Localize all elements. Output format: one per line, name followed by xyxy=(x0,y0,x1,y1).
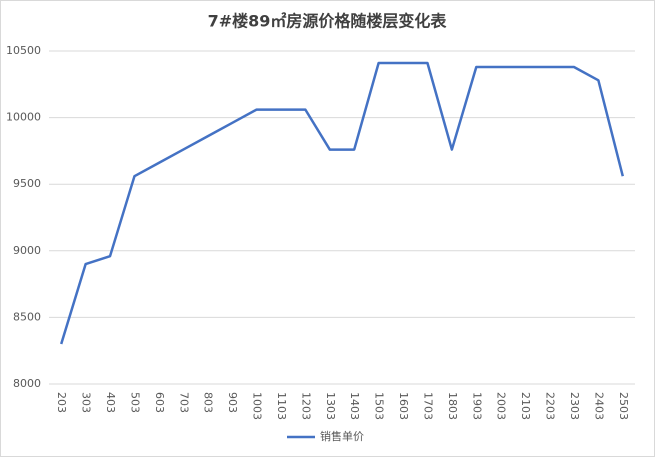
x-tick-label: 2303 xyxy=(568,392,581,420)
y-tick-label: 10500 xyxy=(6,44,41,57)
x-tick-label: 1803 xyxy=(446,392,459,420)
x-tick-label: 303 xyxy=(80,392,93,413)
x-tick-label: 1403 xyxy=(348,392,361,420)
y-tick-label: 9500 xyxy=(13,177,41,190)
x-tick-label: 2003 xyxy=(495,392,508,420)
x-tick-label: 2103 xyxy=(519,392,532,420)
x-tick-label: 1103 xyxy=(275,392,288,420)
x-tick-label: 1003 xyxy=(251,392,264,420)
y-tick-label: 8000 xyxy=(13,377,41,390)
x-tick-label: 1303 xyxy=(324,392,337,420)
x-tick-label: 603 xyxy=(153,392,166,413)
x-tick-label: 2403 xyxy=(592,392,605,420)
x-tick-label: 1503 xyxy=(373,392,386,420)
x-tick-label: 1903 xyxy=(470,392,483,420)
y-tick-label: 10000 xyxy=(6,111,41,124)
y-tick-label: 9000 xyxy=(13,244,41,257)
x-tick-label: 703 xyxy=(177,392,190,413)
x-tick-label: 1603 xyxy=(397,392,410,420)
x-tick-label: 203 xyxy=(55,392,68,413)
x-tick-label: 803 xyxy=(202,392,215,413)
chart-title: 7#楼89㎡房源价格随楼层变化表 xyxy=(208,12,448,31)
x-tick-label: 1203 xyxy=(299,392,312,420)
x-tick-label: 903 xyxy=(226,392,239,413)
x-tick-label: 403 xyxy=(104,392,117,413)
data-line xyxy=(60,61,625,345)
x-tick-label: 1703 xyxy=(421,392,434,420)
x-tick-label: 2203 xyxy=(544,392,557,420)
y-tick-label: 8500 xyxy=(13,310,41,323)
x-tick-label: 503 xyxy=(128,392,141,413)
legend-label: 销售单价 xyxy=(320,429,364,443)
x-tick-label: 2503 xyxy=(617,392,630,420)
